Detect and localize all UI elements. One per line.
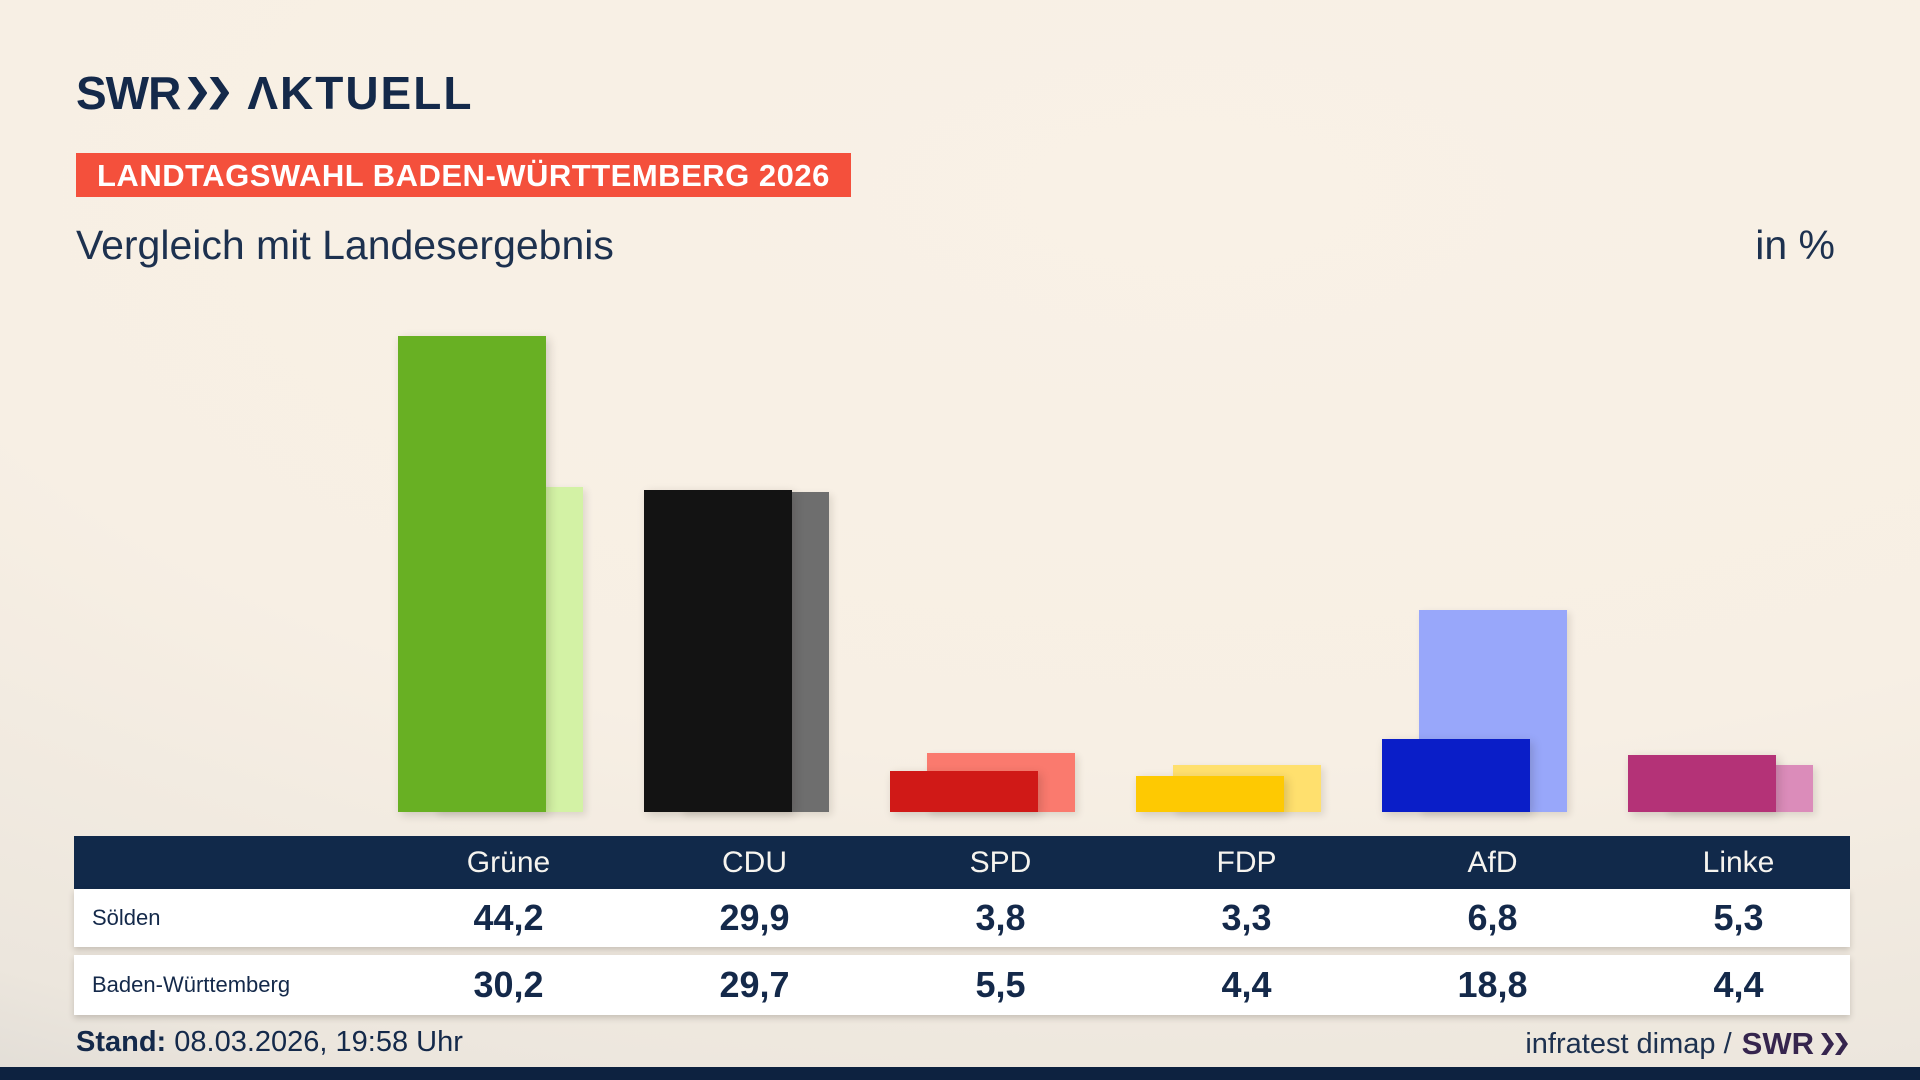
value-Grüne-landesergebnis: 30,2 bbox=[473, 964, 544, 1005]
stand-value: 08.03.2026, 19:58 Uhr bbox=[166, 1026, 463, 1058]
double-chevron-icon bbox=[1821, 1033, 1849, 1055]
swr-footer-logo: SWR bbox=[1742, 1026, 1849, 1062]
election-badge: LANDTAGSWAHL BADEN-WÜRTTEMBERG 2026 bbox=[76, 153, 851, 197]
swr-aktuell-logo: SWR ΛKTUELL bbox=[76, 66, 473, 120]
value-Linke-landesergebnis: 4,4 bbox=[1713, 964, 1764, 1005]
table-row-soelden: Sölden 44,2 29,9 3,8 3,3 6,8 5,3 bbox=[74, 889, 1850, 947]
aktuell-wordmark: ΛKTUELL bbox=[247, 67, 474, 119]
value-CDU-soelden: 29,9 bbox=[719, 897, 790, 938]
value-FDP-soelden: 3,3 bbox=[1221, 897, 1272, 938]
bottom-bar bbox=[0, 1067, 1920, 1080]
chart-title: Vergleich mit Landesergebnis bbox=[76, 222, 614, 268]
table-header-row: Grüne CDU SPD FDP AfD Linke bbox=[74, 836, 1850, 889]
stand-label: Stand: bbox=[76, 1026, 167, 1058]
stand-timestamp: Stand: 08.03.2026, 19:58 Uhr bbox=[76, 1026, 463, 1059]
party-header-FDP: FDP bbox=[1216, 845, 1277, 879]
party-header-Linke: Linke bbox=[1702, 845, 1775, 879]
row-label: Baden-Württemberg bbox=[92, 972, 291, 997]
value-SPD-soelden: 3,8 bbox=[975, 897, 1026, 938]
party-header-AfD: AfD bbox=[1467, 845, 1518, 879]
value-AfD-soelden: 6,8 bbox=[1467, 897, 1518, 938]
bar-SPD-soelden bbox=[890, 771, 1038, 812]
value-SPD-landesergebnis: 5,5 bbox=[975, 964, 1026, 1005]
party-header-Grüne: Grüne bbox=[466, 845, 551, 879]
party-header-SPD: SPD bbox=[969, 845, 1032, 879]
row-label: Sölden bbox=[92, 905, 161, 930]
source-text: infratest dimap / bbox=[1525, 1027, 1732, 1060]
bar-CDU-soelden bbox=[644, 490, 792, 812]
party-header-CDU: CDU bbox=[722, 845, 787, 879]
value-Grüne-soelden: 44,2 bbox=[473, 897, 544, 938]
value-Linke-soelden: 5,3 bbox=[1713, 897, 1764, 938]
value-CDU-landesergebnis: 29,7 bbox=[719, 964, 790, 1005]
value-FDP-landesergebnis: 4,4 bbox=[1221, 964, 1272, 1005]
bar-AfD-soelden bbox=[1382, 739, 1530, 812]
table-row-baden-wuerttemberg: Baden-Württemberg 30,2 29,7 5,5 4,4 18,8 4,4 bbox=[74, 955, 1850, 1015]
unit-label: in % bbox=[1755, 222, 1835, 268]
swr-logo-text: SWR bbox=[76, 67, 181, 119]
bar-Linke-soelden bbox=[1628, 755, 1776, 812]
source-attribution: infratest dimap / SWR bbox=[1525, 1026, 1849, 1062]
double-chevron-icon bbox=[187, 76, 231, 110]
results-table: Grüne CDU SPD FDP AfD Linke Sölden 44,2 29,9 3,… bbox=[74, 836, 1850, 1015]
value-AfD-landesergebnis: 18,8 bbox=[1457, 964, 1528, 1005]
swr-footer-logo-text: SWR bbox=[1741, 1026, 1814, 1061]
bar-Grüne-soelden bbox=[398, 336, 546, 812]
bar-FDP-soelden bbox=[1136, 776, 1284, 812]
